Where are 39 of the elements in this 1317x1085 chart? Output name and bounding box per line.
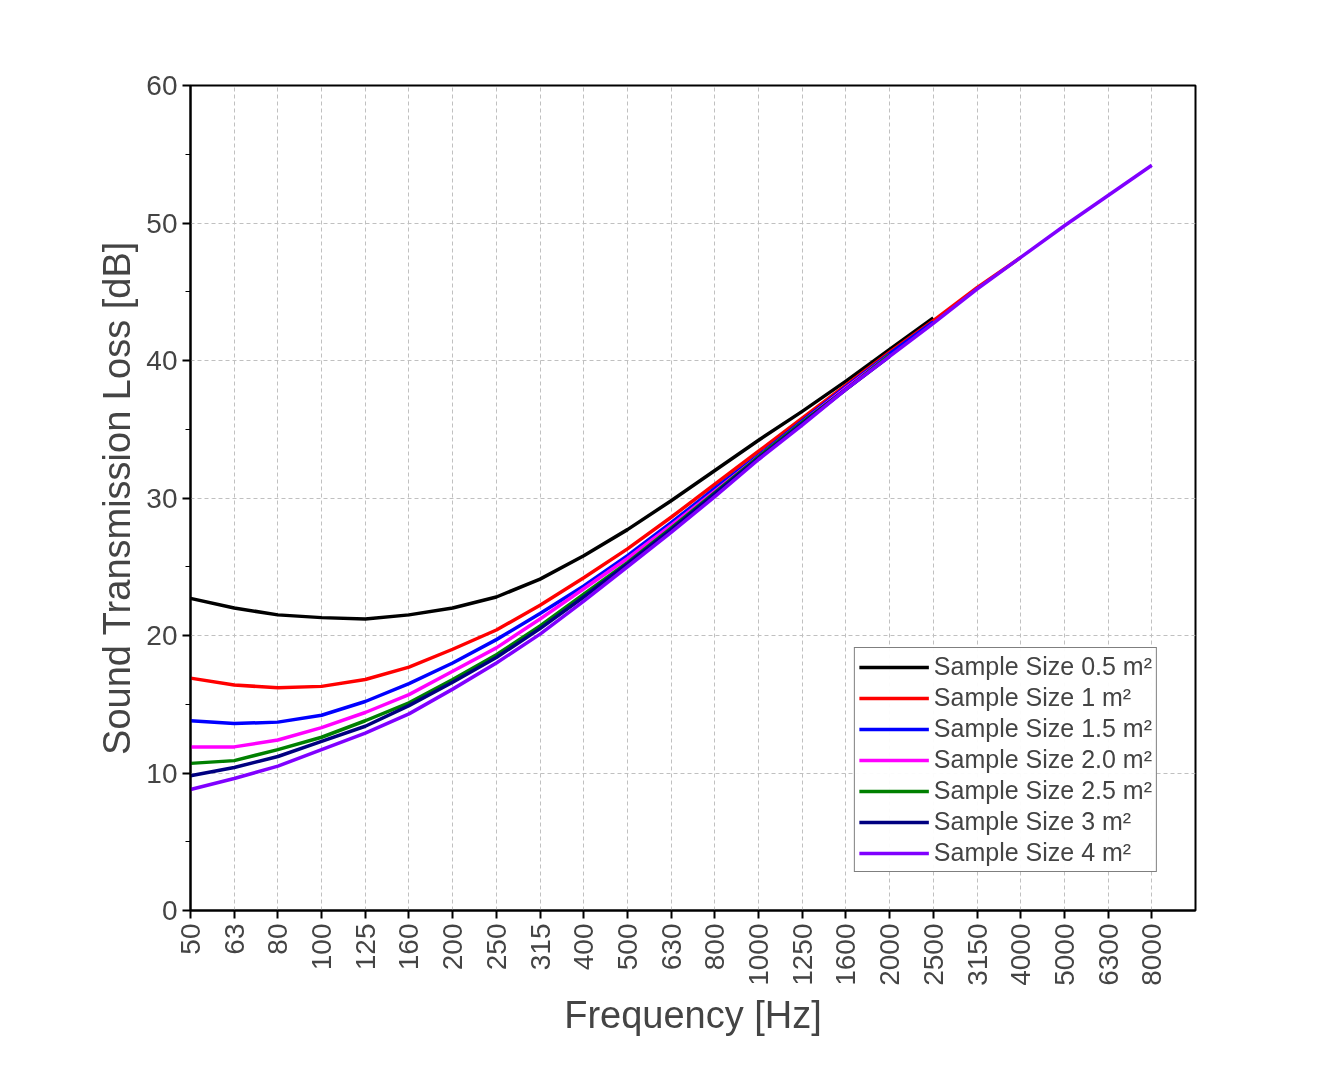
y-tick-label: 10 xyxy=(146,757,178,789)
legend-label: Sample Size 4 m² xyxy=(933,838,1132,867)
x-tick-label: 50 xyxy=(175,923,206,955)
x-tick-label: 125 xyxy=(349,923,381,971)
legend-label: Sample Size 1 m² xyxy=(933,683,1132,712)
y-tick-label: 30 xyxy=(146,482,178,514)
x-tick-label: 2500 xyxy=(917,923,949,986)
x-tick-label: 1250 xyxy=(786,923,818,986)
legend-label: Sample Size 1.5 m² xyxy=(933,714,1152,743)
x-tick-label: 80 xyxy=(262,923,294,955)
x-tick-label: 800 xyxy=(699,923,731,971)
x-tick-label: 315 xyxy=(524,923,556,971)
x-tick-label: 5000 xyxy=(1048,923,1080,986)
x-tick-label: 8000 xyxy=(1136,923,1168,986)
x-tick-label: 1000 xyxy=(743,923,775,986)
x-tick-label: 2000 xyxy=(874,923,906,986)
legend-label: Sample Size 2.5 m² xyxy=(933,776,1152,805)
x-tick-label: 100 xyxy=(306,923,338,971)
x-tick-label: 6300 xyxy=(1092,923,1124,986)
y-tick-label: 60 xyxy=(146,70,178,101)
x-tick-label: 160 xyxy=(393,923,425,971)
x-tick-label: 3150 xyxy=(961,923,993,986)
x-tick-label: 200 xyxy=(437,923,469,971)
legend-label: Sample Size 0.5 m² xyxy=(933,652,1152,681)
x-axis-title: Frequency [Hz] xyxy=(564,993,822,1036)
y-tick-label: 40 xyxy=(146,345,178,376)
y-tick-label: 0 xyxy=(161,895,178,926)
x-tick-label: 1600 xyxy=(830,923,862,986)
x-tick-label: 63 xyxy=(218,923,250,955)
legend-label: Sample Size 2.0 m² xyxy=(933,745,1152,774)
x-tick-label: 4000 xyxy=(1005,923,1037,986)
x-tick-label: 500 xyxy=(611,923,643,971)
y-tick-label: 20 xyxy=(146,620,178,651)
x-tick-label: 250 xyxy=(480,923,512,971)
x-tick-label: 630 xyxy=(655,923,687,971)
x-tick-label: 400 xyxy=(568,923,600,971)
y-axis-title: Sound Transmission Loss [dB] xyxy=(96,241,139,755)
legend-label: Sample Size 3 m² xyxy=(933,807,1132,836)
y-tick-label: 50 xyxy=(146,207,178,239)
